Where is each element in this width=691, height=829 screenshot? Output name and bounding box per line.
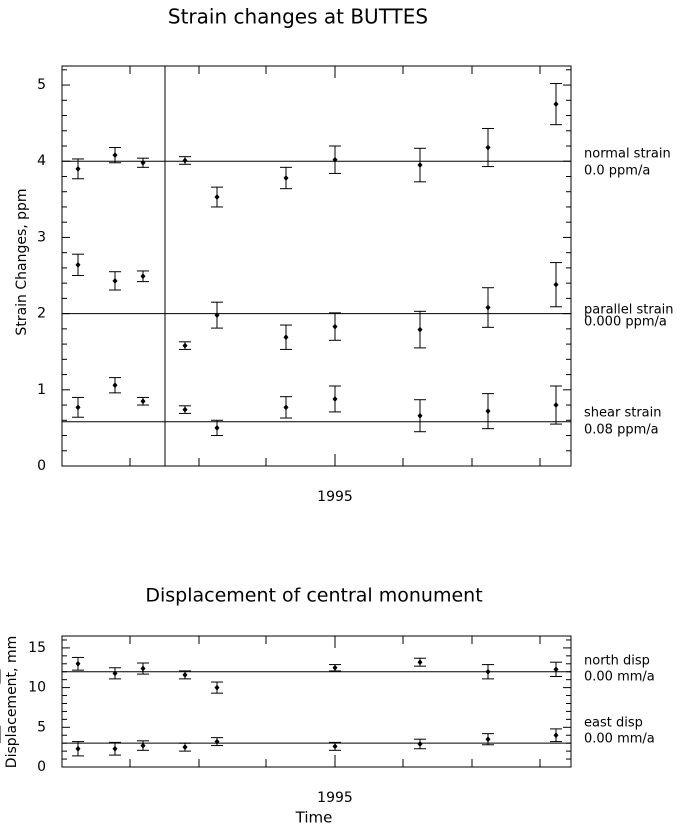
- y-tick-label: 15: [28, 640, 46, 656]
- data-point: [332, 395, 338, 402]
- series-rate-label: 0.0 ppm/a: [584, 164, 650, 179]
- data-point: [417, 326, 423, 333]
- y-tick-label: 3: [37, 229, 46, 245]
- data-point: [140, 159, 146, 166]
- data-point: [75, 165, 81, 172]
- data-point: [485, 668, 491, 675]
- data-point: [182, 671, 188, 678]
- data-point: [332, 743, 338, 750]
- plot-frame: [61, 65, 572, 467]
- y-tick-label: 0: [37, 458, 46, 474]
- data-point: [417, 162, 423, 169]
- data-point: [485, 736, 491, 743]
- data-point: [112, 152, 118, 159]
- x-tick-label: 1995: [317, 790, 353, 806]
- data-point: [140, 273, 146, 280]
- series-name-label: east disp: [584, 716, 643, 731]
- data-point: [214, 312, 220, 319]
- y-tick-label: 5: [37, 719, 46, 735]
- data-point: [417, 659, 423, 666]
- data-point: [214, 194, 220, 201]
- data-point: [140, 665, 146, 672]
- y-tick-label: 1: [37, 382, 46, 398]
- y-tick-label: 2: [37, 306, 46, 322]
- data-point: [214, 424, 220, 431]
- data-point: [182, 342, 188, 349]
- data-point: [75, 745, 81, 752]
- series-name-label: normal strain: [584, 147, 671, 162]
- y-tick-label: 5: [37, 77, 46, 93]
- series-rate-label: 0.00 mm/a: [584, 670, 655, 685]
- x-axis-label: Time: [295, 809, 333, 825]
- data-point: [332, 664, 338, 671]
- data-point: [75, 404, 81, 411]
- data-point: [182, 744, 188, 751]
- data-point: [283, 334, 289, 341]
- chart-title: Displacement of central monument: [145, 585, 482, 607]
- data-point: [485, 408, 491, 415]
- data-point: [283, 404, 289, 411]
- data-point: [182, 157, 188, 164]
- data-point: [112, 745, 118, 752]
- x-tick-label: 1995: [317, 489, 353, 505]
- series-name-label: shear strain: [584, 406, 662, 421]
- plot-frame: [61, 635, 572, 768]
- data-point: [485, 144, 491, 151]
- data-point: [283, 175, 289, 181]
- data-point: [332, 323, 338, 330]
- data-point: [182, 406, 188, 413]
- data-point: [140, 398, 146, 405]
- y-tick-label: 4: [37, 153, 46, 169]
- data-point: [553, 281, 559, 288]
- series-rate-label: 0.000 ppm/a: [584, 315, 667, 330]
- series-rate-label: 0.08 ppm/a: [584, 423, 659, 438]
- data-point: [112, 670, 118, 677]
- data-point: [214, 738, 220, 745]
- series-name-label: north disp: [584, 654, 650, 669]
- data-point: [553, 666, 559, 673]
- data-point: [112, 382, 118, 389]
- data-point: [553, 101, 559, 108]
- data-point: [485, 304, 491, 311]
- data-point: [332, 156, 338, 163]
- series-name-label: parallel strain: [584, 303, 674, 318]
- y-tick-label: 0: [37, 759, 46, 775]
- y-axis-label: Strain Changes, ppm: [14, 188, 30, 335]
- data-point: [75, 261, 81, 268]
- data-point: [214, 684, 220, 691]
- data-point: [553, 732, 559, 739]
- data-point: [75, 660, 81, 667]
- data-point: [417, 412, 423, 419]
- chart-title: Strain changes at BUTTES: [168, 5, 428, 29]
- data-point: [553, 402, 559, 409]
- series-rate-label: 0.00 mm/a: [584, 732, 655, 747]
- data-point: [140, 742, 146, 749]
- data-point: [417, 740, 423, 747]
- y-tick-label: 10: [28, 680, 46, 696]
- data-point: [112, 277, 118, 284]
- y-axis-label: Displacement, mm: [4, 636, 20, 768]
